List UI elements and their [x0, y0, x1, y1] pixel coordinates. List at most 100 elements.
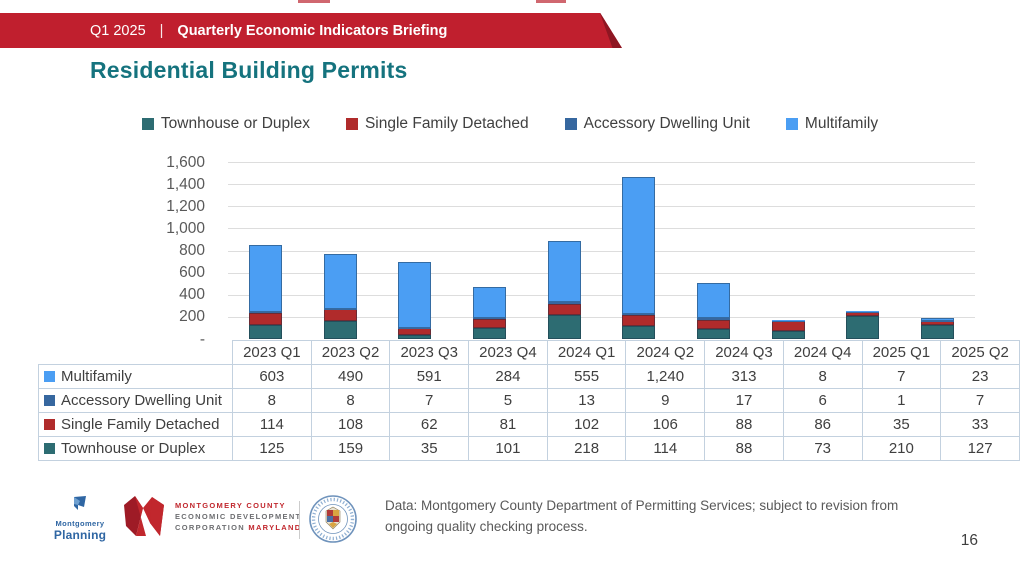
table-cell: 102 [546, 412, 627, 437]
bar-segment [921, 321, 955, 325]
banner-quarter: Q1 2025 [90, 22, 146, 39]
legend-swatch-icon [345, 118, 358, 130]
bar-segment [248, 325, 282, 339]
legend-label: Multifamily [804, 115, 879, 132]
table-column-header: 2024 Q3 [704, 340, 784, 365]
table-cell: 73 [782, 436, 863, 461]
bar-segment [697, 319, 731, 330]
mcedc-logo-text: MONTGOMERY COUNTY ECONOMIC DEVELOPMENT C… [175, 501, 301, 532]
bar-segment [547, 240, 581, 303]
slide-edge-artifact [298, 0, 330, 3]
mcedc-line3-gray: CORPORATION [175, 522, 245, 532]
banner-ribbon: Q1 2025 | Quarterly Economic Indicators … [0, 13, 622, 48]
table-column-header: 2025 Q2 [940, 340, 1020, 365]
legend-item: Townhouse or Duplex [141, 115, 310, 133]
table-cell: 127 [940, 436, 1020, 461]
bar-segment [472, 318, 506, 328]
table-cell: 591 [389, 364, 470, 389]
table-cell: 6 [782, 388, 863, 413]
table-row-swatch-icon [44, 394, 55, 406]
table-row-label: Townhouse or Duplex [38, 436, 233, 461]
banner-separator: | [159, 22, 164, 39]
table-cell: 23 [940, 364, 1020, 389]
bar-segment [248, 244, 282, 312]
bar-segment [547, 302, 581, 304]
table-cell: 114 [625, 436, 706, 461]
bar-segment [622, 313, 656, 315]
bar-segment [921, 318, 955, 321]
legend-label: Accessory Dwelling Unit [583, 115, 750, 132]
table-cell: 490 [310, 364, 391, 389]
bar-segment [622, 176, 656, 314]
y-axis-tick-label: 800 [179, 242, 205, 259]
bar-segment [771, 320, 805, 322]
table-cell: 8 [232, 388, 312, 413]
table-cell: 8 [782, 364, 863, 389]
bar-segment [323, 254, 357, 309]
bar-segment [846, 311, 880, 316]
y-axis-tick-label: 400 [179, 286, 205, 304]
table-cell: 7 [861, 364, 942, 389]
bar-segment [472, 318, 506, 319]
table-cell: 1 [861, 388, 942, 413]
table-cell: 13 [546, 388, 627, 413]
table-row-swatch-icon [44, 418, 55, 430]
gridline [228, 272, 975, 274]
table-column-header: 2024 Q4 [782, 340, 863, 365]
mcedc-line2: ECONOMIC DEVELOPMENT [175, 511, 302, 521]
table-column-header: 2025 Q1 [861, 340, 942, 365]
table-row-label-text: Multifamily [61, 367, 132, 385]
table-row-label-text: Accessory Dwelling Unit [61, 391, 222, 409]
table-row-label-text: Single Family Detached [61, 415, 220, 433]
table-cell: 62 [389, 412, 470, 437]
legend-swatch-icon [564, 118, 577, 130]
y-axis-tick-label: 1,000 [166, 219, 205, 237]
table-column-header: 2023 Q4 [468, 340, 548, 365]
legend-label: Townhouse or Duplex [160, 115, 310, 132]
y-axis-tick-label: 1,200 [166, 197, 205, 215]
mcedc-logo: MONTGOMERY COUNTY ECONOMIC DEVELOPMENT C… [122, 495, 301, 537]
mcedc-line3-red: MARYLAND [248, 522, 302, 532]
banner-title: Quarterly Economic Indicators Briefing [177, 22, 448, 39]
gridline [228, 250, 975, 252]
legend-item: Accessory Dwelling Unit [564, 115, 750, 133]
table-cell: 218 [546, 436, 627, 461]
table-cell: 88 [704, 436, 784, 461]
table-cell: 5 [468, 388, 548, 413]
footer-divider [299, 501, 300, 539]
table-row-label: Multifamily [38, 364, 233, 389]
legend-swatch-icon [785, 118, 798, 130]
table-row: Multifamily 603 490 591 284 555 1,240 313 8 7 23 [38, 364, 1020, 389]
page-title: Residential Building Permits [90, 57, 408, 83]
slide-edge-artifact [536, 0, 566, 3]
bar-segment [472, 327, 506, 339]
bar-segment [921, 320, 955, 322]
legend-item: Multifamily [785, 115, 879, 133]
montgomery-county-seal-icon [308, 494, 358, 549]
table-cell: 9 [625, 388, 706, 413]
y-axis-tick-label: 1,600 [166, 153, 205, 171]
table-column-header: 2023 Q2 [310, 340, 391, 365]
chart-y-axis: 1,600 1,400 1,200 1,000 800 600 400 200 - [128, 154, 205, 348]
bar-segment [771, 321, 805, 331]
bar-segment [323, 308, 357, 310]
chart-legend: Townhouse or Duplex Single Family Detache… [0, 115, 1020, 133]
bar-segment [846, 311, 880, 312]
table-row: Single Family Detached 114 108 62 81 102 106 88… [38, 412, 1020, 437]
y-axis-tick-label: 200 [179, 308, 205, 326]
planning-logo-text-top: Montgomery [55, 519, 105, 528]
table-cell: 313 [704, 364, 784, 389]
y-axis-tick-label: 1,400 [166, 175, 205, 193]
table-cell: 1,240 [625, 364, 706, 389]
table-corner-cell [39, 341, 233, 365]
table-cell: 114 [232, 412, 312, 437]
mcedc-line3: CORPORATION MARYLAND [175, 523, 301, 532]
mcedc-m-icon [124, 496, 164, 536]
table-cell: 159 [310, 436, 391, 461]
bar-segment [547, 303, 581, 315]
bar-segment [472, 286, 506, 319]
bar-segment [323, 321, 357, 339]
legend-label: Single Family Detached [364, 115, 529, 132]
table-column-header: 2024 Q1 [546, 340, 627, 365]
